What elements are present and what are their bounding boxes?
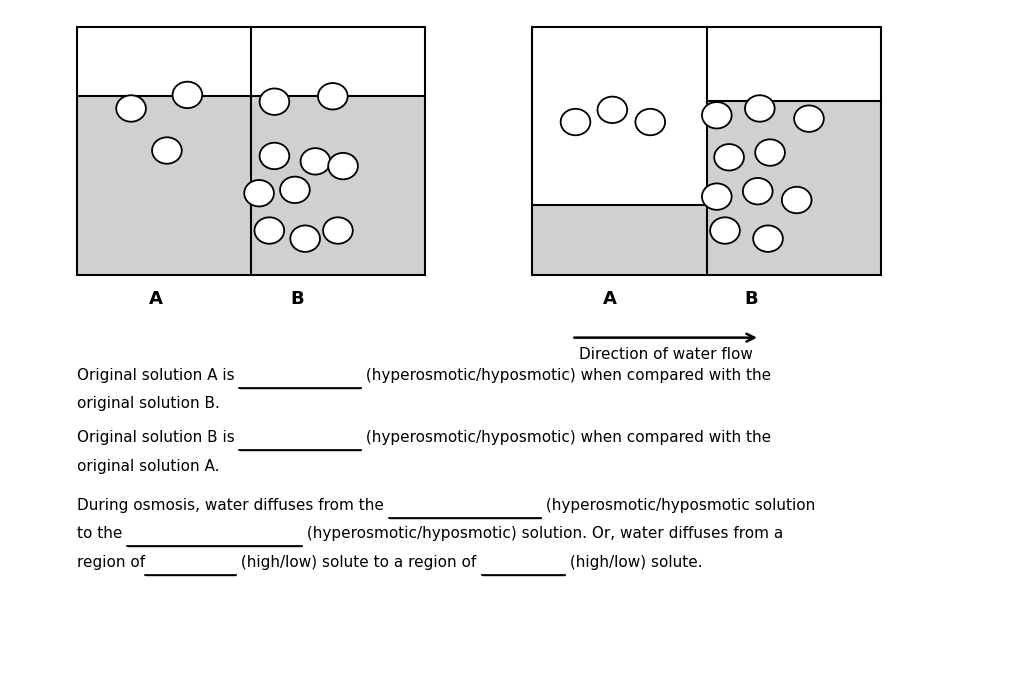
Text: ___________: ___________	[481, 556, 565, 571]
Ellipse shape	[702, 102, 731, 129]
Ellipse shape	[754, 225, 782, 252]
Text: (hyperosmotic/hyposmotic solution: (hyperosmotic/hyposmotic solution	[541, 498, 815, 513]
Ellipse shape	[745, 96, 774, 122]
Text: A: A	[148, 290, 163, 308]
Ellipse shape	[715, 144, 743, 170]
Text: region of: region of	[77, 555, 145, 570]
Text: (hyperosmotic/hyposmotic) when compared with the: (hyperosmotic/hyposmotic) when compared …	[361, 430, 771, 445]
Text: ____________________: ____________________	[388, 499, 541, 514]
Text: Original solution A is: Original solution A is	[77, 367, 240, 382]
Ellipse shape	[244, 180, 274, 206]
Text: original solution B.: original solution B.	[77, 396, 220, 411]
Text: ________________: ________________	[240, 431, 361, 446]
Text: ____________: ____________	[145, 556, 237, 571]
Ellipse shape	[743, 178, 773, 205]
Ellipse shape	[795, 105, 823, 132]
Text: Original solution B is: Original solution B is	[77, 430, 240, 445]
Text: A: A	[603, 290, 617, 308]
Text: (hyperosmotic/hyposmotic) solution. Or, water diffuses from a: (hyperosmotic/hyposmotic) solution. Or, …	[302, 526, 783, 541]
Text: _______________________: _______________________	[127, 527, 302, 542]
Text: B: B	[744, 290, 759, 308]
Bar	[77, 27, 425, 275]
Bar	[77, 96, 425, 275]
Ellipse shape	[635, 109, 666, 136]
Text: During osmosis, water diffuses from the: During osmosis, water diffuses from the	[77, 498, 388, 513]
Ellipse shape	[260, 142, 290, 170]
Ellipse shape	[291, 225, 319, 252]
Ellipse shape	[561, 109, 590, 136]
Ellipse shape	[254, 217, 285, 244]
Ellipse shape	[280, 177, 309, 203]
Ellipse shape	[782, 187, 811, 214]
Bar	[707, 101, 881, 275]
Bar	[532, 27, 707, 205]
Ellipse shape	[711, 217, 739, 244]
Bar	[532, 27, 881, 275]
Ellipse shape	[152, 137, 182, 163]
Ellipse shape	[756, 139, 784, 165]
Ellipse shape	[260, 89, 290, 115]
Text: (high/low) solute.: (high/low) solute.	[565, 555, 703, 570]
Ellipse shape	[317, 83, 348, 109]
Text: B: B	[290, 290, 304, 308]
Ellipse shape	[702, 183, 731, 210]
Ellipse shape	[324, 217, 352, 244]
Text: ________________: ________________	[240, 369, 361, 384]
Text: (high/low) solute to a region of: (high/low) solute to a region of	[237, 555, 481, 570]
Bar	[707, 27, 881, 101]
Bar	[532, 205, 707, 275]
Text: original solution A.: original solution A.	[77, 458, 219, 473]
Ellipse shape	[328, 153, 358, 180]
Text: to the: to the	[77, 526, 127, 541]
Ellipse shape	[116, 96, 146, 122]
Text: Direction of water flow: Direction of water flow	[579, 347, 753, 362]
Ellipse shape	[172, 81, 203, 108]
Text: (hyperosmotic/hyposmotic) when compared with the: (hyperosmotic/hyposmotic) when compared …	[361, 367, 771, 382]
Bar	[77, 27, 425, 96]
Ellipse shape	[598, 97, 627, 123]
Ellipse shape	[301, 148, 330, 175]
